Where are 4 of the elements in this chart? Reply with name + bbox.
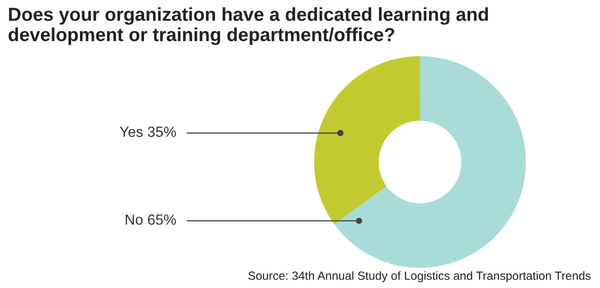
source-note: Source: 34th Annual Study of Logistics and Transportation Trends	[248, 271, 591, 282]
slice-label: Yes 35%	[120, 126, 176, 137]
chart-title: Does your organization have a dedicated learning and development or training department/office?	[8, 7, 488, 46]
slice-label: No 65%	[126, 214, 176, 225]
